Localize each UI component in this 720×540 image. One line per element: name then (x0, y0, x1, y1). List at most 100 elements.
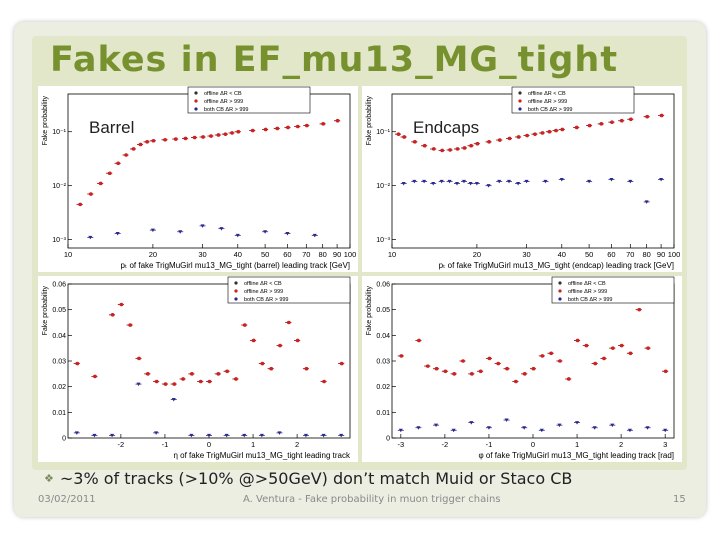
x-tick-label: 80 (642, 250, 650, 259)
y-tick-label: 0.02 (376, 384, 390, 391)
offline-dr-point (183, 136, 188, 141)
offline-dr-point (124, 153, 128, 157)
both-point (469, 421, 474, 425)
bullet-icon: ❖ (44, 472, 54, 485)
footer-center: A. Ventura - Fake probability in muon tr… (243, 494, 501, 505)
y-tick-label: 0.05 (376, 307, 390, 314)
offline-dr-point (137, 356, 141, 361)
offline-dr-point (487, 140, 491, 144)
x-tick-label: 10 (388, 250, 396, 259)
offline-dr-point (335, 118, 340, 123)
barrel-label: Barrel (86, 118, 138, 138)
offline-dr-point (260, 361, 265, 366)
x-tick-label: -1 (486, 440, 493, 449)
both-point (263, 230, 268, 234)
legend-entry: offline ΔR < CB (244, 281, 282, 287)
legend-box (511, 86, 635, 114)
offline-dr-point (434, 366, 439, 371)
x-tick-label: 50 (585, 250, 593, 259)
both-point (416, 426, 421, 430)
offline-dr-point (286, 125, 290, 130)
both-point (136, 382, 141, 387)
both-point (461, 179, 466, 184)
x-tick-label: 20 (149, 250, 157, 259)
offline-dr-point (93, 374, 97, 379)
offline-dr-point (198, 379, 203, 384)
y-tick-label: 0 (386, 436, 390, 443)
offline-dr-point (225, 369, 230, 374)
y-axis-label: Fake probability (42, 286, 49, 336)
offline-dr-point (216, 372, 221, 376)
x-axis-label: pₜ of fake TrigMuGirl mu13_MG_tight (end… (439, 261, 674, 270)
legend-marker (194, 91, 198, 95)
both-point (242, 433, 247, 438)
both-point (259, 433, 264, 438)
offline-dr-point (475, 141, 480, 146)
x-axis-label: φ of fake TrigMuGirl mu13_MG_tight leadi… (479, 451, 675, 460)
both-point (285, 231, 290, 236)
y-tick-label: 0.04 (376, 333, 390, 340)
y-tick-label: 10⁻² (376, 183, 390, 190)
offline-dr-point (339, 361, 344, 366)
both-point (401, 181, 406, 186)
offline-dr-point (172, 382, 177, 386)
x-tick-label: 0 (531, 440, 535, 449)
offline-dr-point (496, 361, 501, 366)
y-tick-label: 0.01 (52, 410, 66, 417)
legend: offline ΔR < CB offline ΔR > 999 both CB Δ… (511, 86, 635, 114)
both-point (628, 179, 633, 184)
offline-dr-point (558, 359, 562, 363)
offline-dr-point (263, 127, 268, 132)
offline-dr-point (554, 128, 558, 133)
x-tick-label: 3 (663, 440, 667, 449)
x-tick-label: 60 (607, 250, 615, 259)
offline-dr-point (234, 377, 238, 381)
y-tick-label: 0.05 (52, 307, 66, 314)
endcap-phi-plot: -3 -2 -1 0 1 2 3 0 0.01 0.02 0.03 0.04 0.05 0.06 φ of … (362, 276, 682, 462)
offline-dr-point (522, 372, 527, 376)
y-tick-label: 0.03 (52, 359, 66, 366)
both-point (539, 428, 544, 433)
plot-frame (391, 283, 675, 439)
y-tick-label: 0.02 (52, 384, 66, 391)
offline-dr-point (547, 129, 552, 134)
offline-dr-point (278, 343, 282, 348)
offline-dr-point (584, 343, 589, 348)
legend: offline ΔR < CB offline ΔR > 999 both CB Δ… (551, 276, 675, 304)
both-point (468, 181, 473, 186)
both-point (235, 233, 240, 238)
both-point (504, 418, 509, 423)
both-point (645, 426, 650, 430)
offline-dr-point (659, 113, 664, 118)
offline-dr-point (452, 372, 457, 376)
offline-dr-point (469, 143, 474, 148)
offline-dr-point (593, 361, 598, 366)
both-point (207, 433, 211, 438)
offline-dr-point (440, 148, 445, 153)
offline-dr-point (223, 132, 228, 136)
offline-dr-point (443, 369, 448, 374)
legend-entry: offline ΔR < CB (568, 281, 606, 287)
y-tick-label: 10⁻³ (52, 237, 66, 244)
y-tick-label: 0.06 (376, 282, 390, 289)
offline-dr-point (108, 171, 112, 176)
offline-dr-point (321, 122, 326, 126)
offline-dr-point (448, 148, 452, 152)
both-point (200, 224, 205, 228)
offline-dr-point (207, 379, 212, 384)
x-tick-label: 20 (473, 250, 481, 259)
both-point (412, 179, 417, 184)
x-tick-label: 70 (302, 250, 310, 259)
both-point (312, 233, 317, 238)
both-point (74, 431, 79, 435)
offline-dr-point (287, 320, 291, 325)
x-tick-label: 1 (251, 440, 255, 449)
offline-dr-point (128, 323, 133, 327)
x-tick-label: 90 (333, 250, 341, 259)
legend: offline ΔR < CB offline ΔR > 999 both CB Δ… (227, 276, 351, 304)
legend-box (227, 276, 351, 304)
offline-dr-point (295, 338, 300, 343)
offline-dr-point (620, 118, 624, 123)
chart-1-svg: 10 20 30 40 50 60 70 80 90 100 10⁻¹ 10⁻² 10⁻³ pₜ of f… (366, 86, 680, 270)
offline-dr-point (619, 343, 624, 348)
